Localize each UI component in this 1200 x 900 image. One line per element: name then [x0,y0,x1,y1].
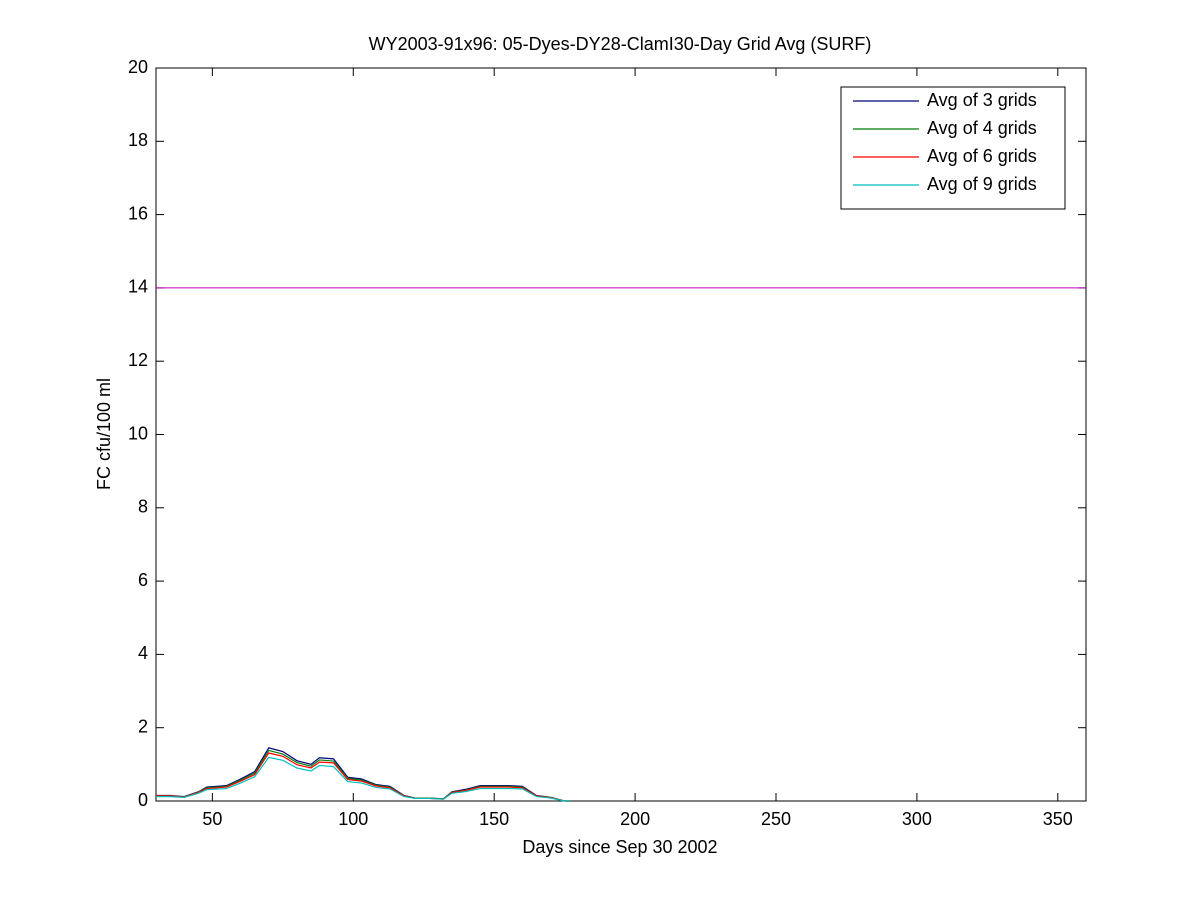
x-tick-label: 50 [202,809,222,829]
legend-box [840,86,1066,210]
legend-label: Avg of 3 grids [927,90,1037,110]
x-tick-label: 150 [479,809,509,829]
series-line [156,749,571,802]
legend-label: Avg of 9 grids [927,174,1037,194]
y-tick-label: 10 [128,423,148,443]
series-line [156,756,571,802]
y-tick-label: 12 [128,350,148,370]
x-tick-label: 250 [761,809,791,829]
series-line [156,747,571,802]
x-axis-label: Days since Sep 30 2002 [522,837,717,857]
y-tick-label: 16 [128,203,148,223]
x-tick-label: 350 [1043,809,1073,829]
y-tick-label: 14 [128,277,148,297]
y-axis-label: FC cfu/100 ml [94,378,114,490]
y-tick-label: 2 [138,716,148,736]
x-tick-label: 200 [620,809,650,829]
y-tick-label: 18 [128,130,148,150]
y-tick-label: 8 [138,497,148,517]
y-tick-label: 20 [128,57,148,77]
series-line [156,752,571,802]
y-tick-label: 6 [138,570,148,590]
x-tick-label: 300 [902,809,932,829]
y-tick-label: 4 [138,643,148,663]
legend-label: Avg of 6 grids [927,146,1037,166]
y-tick-label: 0 [138,790,148,810]
x-tick-label: 100 [338,809,368,829]
legend-label: Avg of 4 grids [927,118,1037,138]
chart-title: WY2003-91x96: 05-Dyes-DY28-ClamI30-Day G… [369,34,872,54]
